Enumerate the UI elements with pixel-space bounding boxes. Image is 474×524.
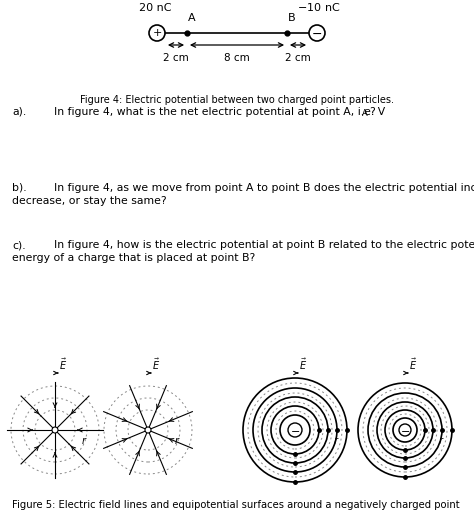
Text: energy of a charge that is placed at point B?: energy of a charge that is placed at poi… bbox=[12, 253, 255, 263]
Text: In figure 4, as we move from point A to point B does the electric potential incr: In figure 4, as we move from point A to … bbox=[54, 183, 474, 193]
Text: $\vec{E}$: $\vec{E}$ bbox=[299, 357, 307, 372]
Text: $r$: $r$ bbox=[333, 435, 339, 446]
Text: $-$: $-$ bbox=[311, 27, 323, 39]
Text: $r$: $r$ bbox=[174, 435, 181, 446]
Text: $r$: $r$ bbox=[438, 435, 445, 446]
Text: 20 nC: 20 nC bbox=[139, 3, 171, 13]
Text: $+$: $+$ bbox=[152, 27, 162, 38]
Text: 8 cm: 8 cm bbox=[224, 53, 250, 63]
Text: a).: a). bbox=[12, 107, 26, 117]
Text: In figure 4, how is the electric potential at point B related to the electric po: In figure 4, how is the electric potenti… bbox=[54, 240, 474, 250]
Circle shape bbox=[288, 423, 302, 437]
Circle shape bbox=[145, 427, 151, 433]
Circle shape bbox=[399, 424, 411, 436]
Text: 2 cm: 2 cm bbox=[163, 53, 189, 63]
Text: B: B bbox=[288, 13, 296, 23]
Text: $\vec{E}$: $\vec{E}$ bbox=[59, 357, 67, 372]
Text: b).: b). bbox=[12, 183, 27, 193]
Text: Figure 5: Electric field lines and equipotential surfaces around a negatively ch: Figure 5: Electric field lines and equip… bbox=[12, 500, 460, 510]
Text: In figure 4, what is the net electric potential at point A, i.e. V: In figure 4, what is the net electric po… bbox=[54, 107, 385, 117]
Text: $-$10 nC: $-$10 nC bbox=[297, 1, 341, 13]
Text: $r$: $r$ bbox=[81, 435, 88, 446]
Text: ?: ? bbox=[369, 107, 375, 117]
Text: 2 cm: 2 cm bbox=[285, 53, 311, 63]
Text: Figure 4: Electric potential between two charged point particles.: Figure 4: Electric potential between two… bbox=[80, 95, 394, 105]
Text: $\vec{E}$: $\vec{E}$ bbox=[409, 357, 417, 372]
Text: A: A bbox=[188, 13, 196, 23]
Circle shape bbox=[309, 25, 325, 41]
Text: $\vec{E}$: $\vec{E}$ bbox=[152, 357, 160, 372]
Text: $-$: $-$ bbox=[400, 424, 410, 434]
Text: decrease, or stay the same?: decrease, or stay the same? bbox=[12, 196, 167, 206]
Text: $-$: $-$ bbox=[290, 424, 300, 434]
Circle shape bbox=[149, 25, 165, 41]
Text: A: A bbox=[362, 109, 368, 118]
Text: c).: c). bbox=[12, 240, 26, 250]
Circle shape bbox=[52, 427, 58, 433]
